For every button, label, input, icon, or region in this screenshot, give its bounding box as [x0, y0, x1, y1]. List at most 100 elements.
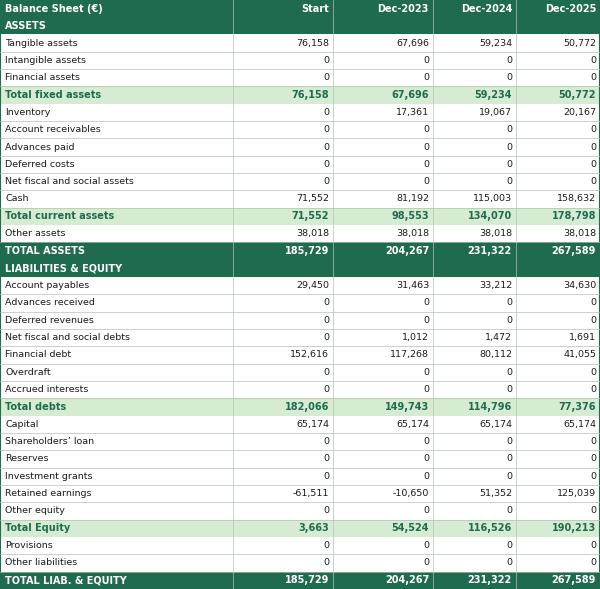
Text: 0: 0	[323, 73, 329, 82]
Text: 34,630: 34,630	[563, 281, 596, 290]
Text: 134,070: 134,070	[468, 211, 512, 221]
Text: Net fiscal and social debts: Net fiscal and social debts	[5, 333, 130, 342]
Text: 81,192: 81,192	[396, 194, 429, 204]
Text: 31,463: 31,463	[396, 281, 429, 290]
Text: 98,553: 98,553	[391, 211, 429, 221]
Text: LIABILITIES & EQUITY: LIABILITIES & EQUITY	[5, 263, 122, 273]
Text: 0: 0	[323, 368, 329, 377]
Text: 0: 0	[423, 437, 429, 446]
Text: 50,772: 50,772	[563, 38, 596, 48]
Bar	[0, 572, 600, 589]
Bar	[0, 138, 600, 155]
Text: 190,213: 190,213	[552, 524, 596, 533]
Text: 38,018: 38,018	[563, 229, 596, 238]
Text: 67,696: 67,696	[396, 38, 429, 48]
Text: Dec-2024: Dec-2024	[461, 4, 512, 14]
Text: 0: 0	[590, 316, 596, 325]
Text: Account receivables: Account receivables	[5, 125, 101, 134]
Text: 0: 0	[506, 472, 512, 481]
Text: 0: 0	[323, 385, 329, 394]
Text: 0: 0	[323, 558, 329, 567]
Text: Deferred costs: Deferred costs	[5, 160, 74, 169]
Text: 0: 0	[590, 385, 596, 394]
Text: 77,376: 77,376	[559, 402, 596, 412]
Text: 0: 0	[323, 160, 329, 169]
Bar	[0, 554, 600, 572]
Text: 0: 0	[506, 125, 512, 134]
Text: 0: 0	[590, 143, 596, 151]
Text: 1,012: 1,012	[402, 333, 429, 342]
Text: 0: 0	[423, 125, 429, 134]
Bar	[0, 433, 600, 451]
Text: 0: 0	[423, 472, 429, 481]
Bar	[0, 34, 600, 52]
Text: 0: 0	[323, 455, 329, 464]
Text: 204,267: 204,267	[385, 575, 429, 585]
Bar	[0, 155, 600, 173]
Text: Other equity: Other equity	[5, 507, 65, 515]
Text: 0: 0	[590, 160, 596, 169]
Bar	[0, 312, 600, 329]
Text: 0: 0	[423, 385, 429, 394]
Text: 0: 0	[423, 558, 429, 567]
Text: 29,450: 29,450	[296, 281, 329, 290]
Text: Intangible assets: Intangible assets	[5, 56, 86, 65]
Text: 116,526: 116,526	[468, 524, 512, 533]
Text: Cash: Cash	[5, 194, 29, 204]
Text: Total Equity: Total Equity	[5, 524, 70, 533]
Text: 0: 0	[506, 558, 512, 567]
Bar	[0, 87, 600, 104]
Text: 0: 0	[323, 316, 329, 325]
Text: 0: 0	[590, 558, 596, 567]
Text: 0: 0	[506, 177, 512, 186]
Text: 0: 0	[506, 385, 512, 394]
Text: 38,018: 38,018	[296, 229, 329, 238]
Bar	[0, 190, 600, 208]
Text: Reserves: Reserves	[5, 455, 49, 464]
Text: Deferred revenues: Deferred revenues	[5, 316, 94, 325]
Text: 76,158: 76,158	[296, 38, 329, 48]
Text: 0: 0	[423, 177, 429, 186]
Text: 1,691: 1,691	[569, 333, 596, 342]
Text: 0: 0	[323, 437, 329, 446]
Text: Financial assets: Financial assets	[5, 73, 80, 82]
Bar	[0, 17, 600, 34]
Text: Advances received: Advances received	[5, 299, 95, 307]
Bar	[0, 468, 600, 485]
Text: Balance Sheet (€): Balance Sheet (€)	[5, 4, 103, 14]
Text: 0: 0	[423, 316, 429, 325]
Text: Retained earnings: Retained earnings	[5, 489, 91, 498]
Text: Financial debt: Financial debt	[5, 350, 71, 359]
Text: 0: 0	[506, 299, 512, 307]
Text: 59,234: 59,234	[479, 38, 512, 48]
Text: 0: 0	[506, 56, 512, 65]
Text: 41,055: 41,055	[563, 350, 596, 359]
Text: 185,729: 185,729	[284, 575, 329, 585]
Text: 67,696: 67,696	[392, 90, 429, 100]
Text: 59,234: 59,234	[475, 90, 512, 100]
Text: 178,798: 178,798	[551, 211, 596, 221]
Text: 51,352: 51,352	[479, 489, 512, 498]
Text: Dec-2023: Dec-2023	[377, 4, 429, 14]
Bar	[0, 381, 600, 398]
Text: 0: 0	[323, 299, 329, 307]
Text: ASSETS: ASSETS	[5, 21, 47, 31]
Text: Account payables: Account payables	[5, 281, 89, 290]
Text: Overdraft: Overdraft	[5, 368, 50, 377]
Text: 0: 0	[423, 507, 429, 515]
Bar	[0, 451, 600, 468]
Text: 65,174: 65,174	[479, 420, 512, 429]
Text: 0: 0	[423, 299, 429, 307]
Text: 17,361: 17,361	[396, 108, 429, 117]
Text: 76,158: 76,158	[292, 90, 329, 100]
Text: 0: 0	[423, 368, 429, 377]
Text: 0: 0	[590, 472, 596, 481]
Bar	[0, 52, 600, 69]
Bar	[0, 398, 600, 416]
Text: Provisions: Provisions	[5, 541, 53, 550]
Text: 20,167: 20,167	[563, 108, 596, 117]
Text: TOTAL LIAB. & EQUITY: TOTAL LIAB. & EQUITY	[5, 575, 127, 585]
Text: -10,650: -10,650	[392, 489, 429, 498]
Text: 33,212: 33,212	[479, 281, 512, 290]
Text: 231,322: 231,322	[468, 575, 512, 585]
